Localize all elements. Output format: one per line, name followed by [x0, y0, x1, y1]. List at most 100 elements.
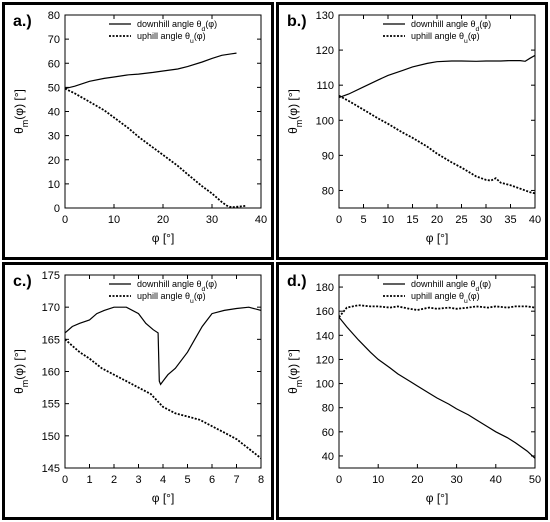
legend-label: uphill angle θu(φ): [411, 31, 480, 45]
series-line-uphill: [339, 94, 535, 195]
x-axis-label: φ [°]: [426, 231, 449, 245]
x-axis-label: φ [°]: [152, 491, 175, 505]
y-tick-label: 90: [322, 150, 334, 162]
x-tick-label: 10: [108, 214, 120, 226]
plot-frame: [338, 14, 536, 209]
y-tick-label: 50: [48, 82, 60, 94]
x-tick-label: 10: [372, 474, 384, 486]
y-tick-label: 0: [54, 203, 60, 215]
x-axis-label: φ [°]: [152, 231, 175, 245]
series-line-uphill: [65, 338, 261, 460]
plot-frame: [64, 274, 262, 469]
chart-b-svg: 0 5 10 15 20 25 30 35 40 80 90 100 110 120 130 φ [°] θm(…: [286, 10, 541, 245]
panel-a: 0 10 20 30 40 0 10 20 30 40 50 60 70 80 φ [°] θm(φ) [°]…: [2, 2, 274, 260]
x-tick-label: 40: [490, 474, 502, 486]
y-tick-label: 120: [316, 45, 334, 57]
y-tick-label: 80: [322, 185, 334, 197]
x-tick-label: 20: [411, 474, 423, 486]
x-tick-label: 2: [111, 474, 117, 486]
legend-label: uphill angle θu(φ): [137, 291, 206, 305]
y-tick-label: 160: [42, 367, 60, 379]
x-tick-label: 30: [480, 214, 492, 226]
y-axis-label: θm(φ) [°]: [12, 349, 30, 394]
x-tick-label: 8: [258, 474, 264, 486]
y-tick-label: 165: [42, 334, 60, 346]
plot-frame: [64, 14, 262, 209]
y-axis-label: θm(φ) [°]: [286, 349, 304, 394]
x-tick-label: 10: [382, 214, 394, 226]
y-tick-label: 175: [42, 270, 60, 282]
x-axis-label: φ [°]: [426, 491, 449, 505]
x-tick-label: 15: [406, 214, 418, 226]
chart-d-svg: 0 10 20 30 40 50 40 60 80 100 120 140 160 180 φ [°] θm(…: [286, 274, 541, 505]
x-tick-label: 3: [135, 474, 141, 486]
panel-label-d: d.): [287, 273, 307, 290]
series-line-downhill: [65, 306, 261, 386]
x-tick-label: 30: [206, 214, 218, 226]
x-tick-label: 25: [455, 214, 467, 226]
legend-label: uphill angle θu(φ): [137, 31, 206, 45]
x-tick-label: 5: [360, 214, 366, 226]
y-tick-label: 60: [322, 427, 334, 439]
y-tick-label: 20: [48, 155, 60, 167]
y-tick-label: 100: [316, 115, 334, 127]
y-tick-label: 40: [48, 107, 60, 119]
series-line-downhill: [339, 316, 535, 459]
panel-b: 0 5 10 15 20 25 30 35 40 80 90 100 110 120 130 φ [°] θm(…: [276, 2, 548, 260]
x-tick-label: 5: [184, 474, 190, 486]
y-tick-label: 110: [316, 80, 334, 92]
series-line-uphill: [339, 304, 535, 318]
y-tick-label: 80: [48, 10, 60, 22]
x-tick-label: 35: [504, 214, 516, 226]
y-tick-label: 120: [316, 354, 334, 366]
y-tick-label: 60: [48, 58, 60, 70]
x-tick-label: 40: [529, 214, 541, 226]
y-tick-label: 160: [316, 306, 334, 318]
chart-c-svg: 0 1 2 3 4 5 6 7 8 145 150 155 160 165 170 175 φ [°] θm(φ)…: [12, 270, 264, 505]
panel-label-a: a.): [13, 13, 32, 30]
x-tick-label: 0: [62, 214, 68, 226]
x-tick-label: 1: [86, 474, 92, 486]
y-tick-label: 10: [48, 179, 60, 191]
panel-d: 0 10 20 30 40 50 40 60 80 100 120 140 160 180 φ [°] θm(…: [276, 262, 548, 520]
y-tick-label: 180: [316, 282, 334, 294]
x-tick-label: 20: [157, 214, 169, 226]
series-line-downhill: [339, 54, 535, 99]
y-tick-label: 30: [48, 131, 60, 143]
series-line-downhill: [65, 52, 237, 90]
x-tick-label: 0: [336, 474, 342, 486]
y-tick-label: 140: [316, 330, 334, 342]
legend-label: uphill angle θu(φ): [411, 291, 480, 305]
series-line-uphill: [65, 87, 247, 208]
chart-a-svg: 0 10 20 30 40 0 10 20 30 40 50 60 70 80 φ [°] θm(φ) [°]…: [12, 10, 267, 245]
legend-label: downhill angle θd(φ): [411, 19, 491, 33]
y-axis-label: θm(φ) [°]: [286, 89, 304, 134]
y-tick-label: 80: [322, 403, 334, 415]
x-tick-label: 0: [336, 214, 342, 226]
x-tick-label: 30: [450, 474, 462, 486]
y-tick-label: 150: [42, 431, 60, 443]
y-tick-label: 155: [42, 399, 60, 411]
x-tick-label: 0: [62, 474, 68, 486]
x-tick-label: 4: [160, 474, 166, 486]
panel-c: 0 1 2 3 4 5 6 7 8 145 150 155 160 165 170 175 φ [°] θm(φ)…: [2, 262, 274, 520]
legend-label: downhill angle θd(φ): [137, 279, 217, 293]
y-tick-label: 145: [42, 463, 60, 475]
y-tick-label: 100: [316, 379, 334, 391]
plot-frame: [338, 274, 536, 469]
x-tick-label: 40: [255, 214, 267, 226]
legend-label: downhill angle θd(φ): [411, 279, 491, 293]
panel-label-b: b.): [287, 13, 307, 30]
panel-label-c: c.): [13, 273, 32, 290]
y-tick-label: 130: [316, 10, 334, 22]
x-tick-label: 6: [209, 474, 215, 486]
y-axis-label: θm(φ) [°]: [12, 89, 30, 134]
legend-label: downhill angle θd(φ): [137, 19, 217, 33]
y-tick-label: 70: [48, 34, 60, 46]
y-tick-label: 40: [322, 451, 334, 463]
x-tick-label: 50: [529, 474, 541, 486]
x-tick-label: 20: [431, 214, 443, 226]
y-tick-label: 170: [42, 302, 60, 314]
x-tick-label: 7: [233, 474, 239, 486]
